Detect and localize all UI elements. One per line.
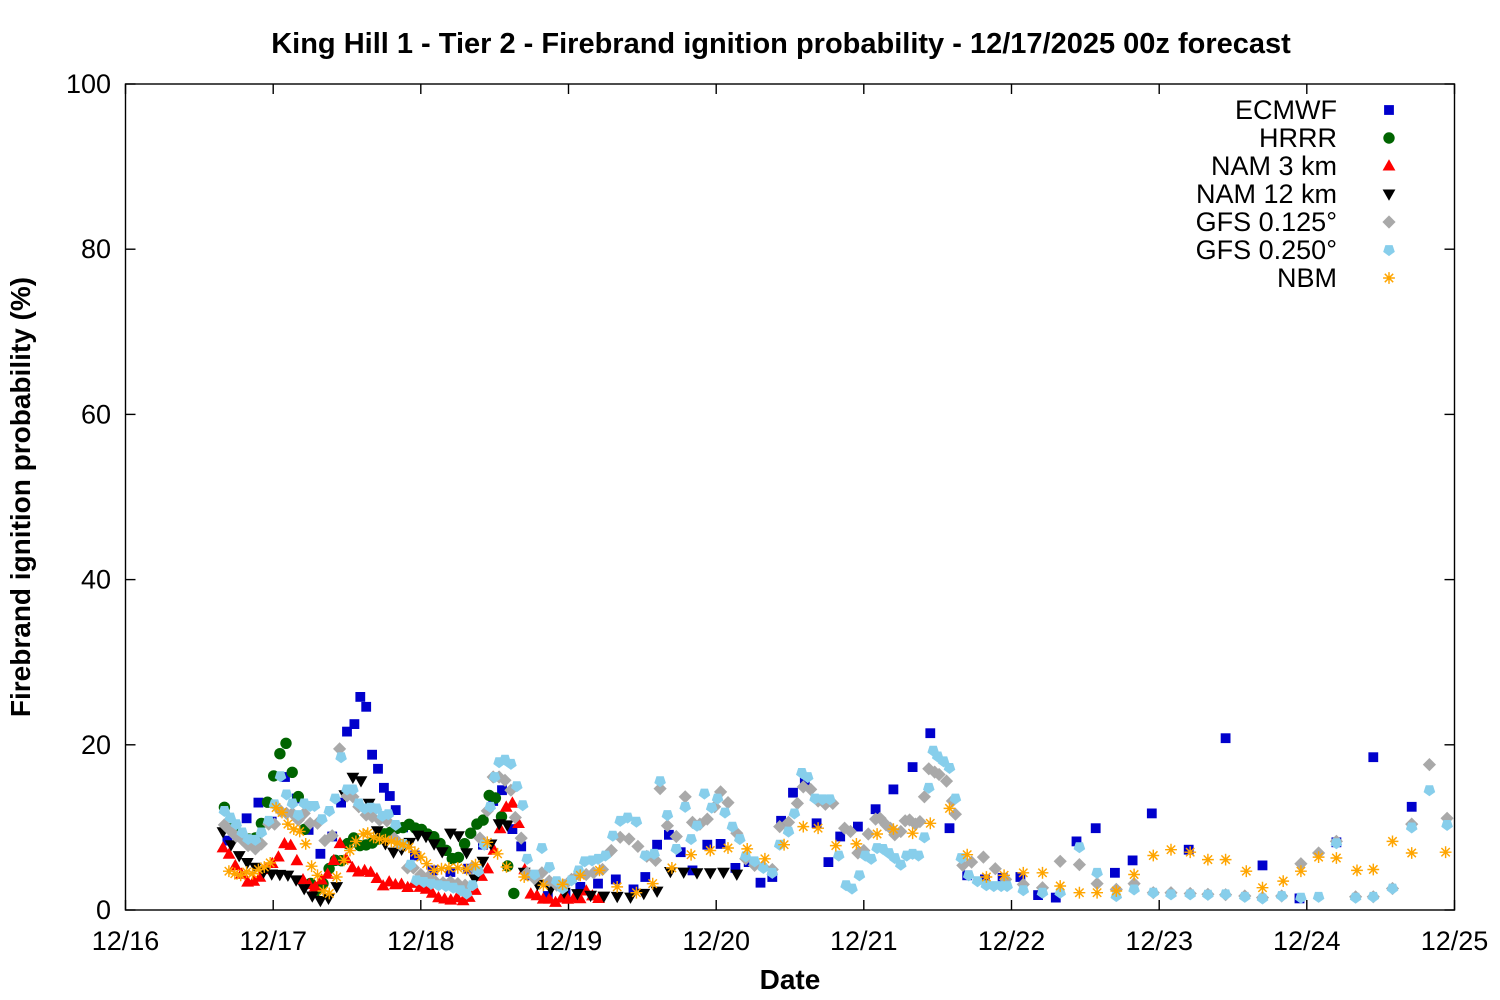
svg-text:GFS 0.250°: GFS 0.250° — [1196, 235, 1337, 265]
svg-text:12/18: 12/18 — [387, 926, 455, 956]
svg-text:Date: Date — [760, 964, 821, 995]
svg-text:King Hill 1 - Tier 2 - Firebra: King Hill 1 - Tier 2 - Firebrand ignitio… — [271, 28, 1291, 60]
svg-text:ECMWF: ECMWF — [1235, 95, 1337, 125]
svg-text:12/23: 12/23 — [1125, 926, 1193, 956]
svg-text:12/20: 12/20 — [682, 926, 750, 956]
svg-text:12/19: 12/19 — [535, 926, 603, 956]
svg-text:12/24: 12/24 — [1273, 926, 1341, 956]
svg-text:100: 100 — [66, 69, 111, 99]
svg-text:NBM: NBM — [1277, 263, 1337, 293]
svg-text:40: 40 — [81, 565, 111, 595]
svg-text:0: 0 — [96, 895, 111, 925]
svg-text:Firebrand ignition probability: Firebrand ignition probability (%) — [5, 277, 36, 717]
svg-text:NAM 3 km: NAM 3 km — [1211, 151, 1337, 181]
svg-text:HRRR: HRRR — [1259, 123, 1337, 153]
svg-text:12/16: 12/16 — [92, 926, 160, 956]
svg-text:80: 80 — [81, 234, 111, 264]
svg-text:12/25: 12/25 — [1421, 926, 1489, 956]
svg-text:60: 60 — [81, 399, 111, 429]
svg-text:12/22: 12/22 — [978, 926, 1046, 956]
svg-text:12/21: 12/21 — [830, 926, 898, 956]
svg-text:NAM 12 km: NAM 12 km — [1196, 179, 1337, 209]
svg-text:20: 20 — [81, 730, 111, 760]
svg-text:GFS 0.125°: GFS 0.125° — [1196, 207, 1337, 237]
svg-text:12/17: 12/17 — [239, 926, 307, 956]
